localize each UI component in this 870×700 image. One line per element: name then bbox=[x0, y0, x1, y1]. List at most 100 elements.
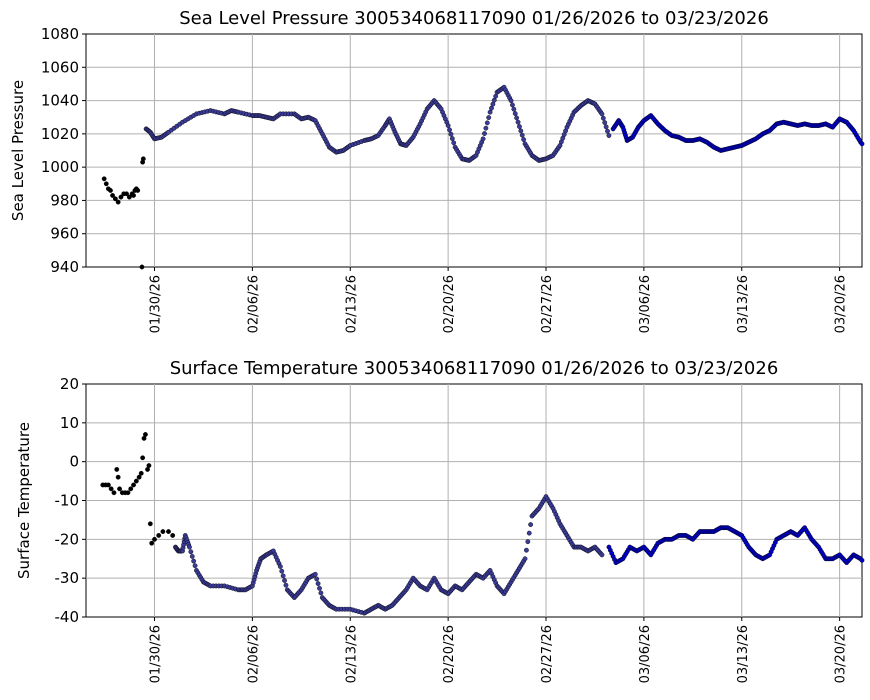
y-tick-label: 940 bbox=[50, 258, 79, 276]
y-tick-label: 980 bbox=[50, 191, 79, 209]
data-point bbox=[108, 486, 114, 492]
data-point bbox=[146, 463, 152, 468]
data-point bbox=[312, 571, 318, 577]
data-point bbox=[192, 563, 198, 569]
data-point bbox=[512, 111, 518, 116]
y-tick-label: 1020 bbox=[41, 125, 79, 143]
data-point bbox=[524, 547, 529, 553]
y-tick-label: -40 bbox=[55, 608, 80, 626]
y-tick-label: -30 bbox=[55, 569, 80, 587]
chart-title: Surface Temperature 300534068117090 01/2… bbox=[170, 358, 779, 379]
data-point bbox=[115, 199, 121, 205]
data-point bbox=[135, 188, 141, 193]
data-point bbox=[487, 109, 493, 115]
x-tick-label: 03/20/26 bbox=[834, 275, 849, 333]
y-tick-label: 1060 bbox=[41, 58, 79, 76]
data-point bbox=[600, 115, 606, 121]
x-tick-label: 02/06/26 bbox=[246, 625, 261, 683]
data-point bbox=[447, 127, 452, 133]
y-tick-label: 1040 bbox=[41, 92, 79, 110]
data-point bbox=[189, 554, 195, 559]
data-point bbox=[518, 128, 524, 134]
data-point bbox=[511, 106, 517, 112]
data-point bbox=[166, 529, 171, 534]
x-tick-label: 02/27/26 bbox=[540, 275, 555, 333]
x-tick-label: 03/13/26 bbox=[736, 625, 751, 683]
data-point bbox=[318, 590, 324, 596]
data-point bbox=[519, 132, 525, 138]
data-point bbox=[103, 181, 109, 187]
data-point bbox=[277, 564, 283, 569]
data-point bbox=[528, 522, 534, 527]
y-tick-label: 960 bbox=[50, 225, 79, 243]
x-tick-label: 02/06/26 bbox=[246, 275, 261, 333]
data-point bbox=[147, 521, 153, 527]
data-point bbox=[279, 568, 285, 574]
data-point bbox=[108, 188, 113, 193]
y-tick-label: -10 bbox=[55, 492, 80, 510]
data-point bbox=[117, 486, 122, 492]
data-point bbox=[859, 557, 865, 563]
sea-level-pressure-chart: 940 960 980 1000 1020 1040 1060 1080 01/30/26 02/… bbox=[9, 8, 865, 333]
data-point bbox=[451, 140, 457, 146]
data-point bbox=[283, 582, 289, 588]
data-point bbox=[170, 533, 176, 538]
y-axis-label: Sea Level Pressure bbox=[9, 80, 27, 221]
data-point bbox=[136, 474, 142, 480]
data-point bbox=[515, 119, 521, 125]
data-point bbox=[187, 544, 192, 550]
axis-ticks: -40 -30 -20 -10 0 10 20 01/30/26 02/06/26 02/13/2… bbox=[55, 375, 849, 683]
x-tick-label: 02/13/26 bbox=[344, 625, 359, 683]
x-tick-label: 01/30/26 bbox=[149, 275, 164, 333]
data-point bbox=[483, 125, 489, 131]
data-point bbox=[522, 556, 528, 562]
data-point bbox=[105, 482, 111, 488]
data-point bbox=[152, 536, 157, 542]
data-point bbox=[188, 549, 194, 555]
data-point bbox=[140, 156, 146, 162]
data-point bbox=[315, 581, 321, 587]
surface-temperature-chart: -40 -30 -20 -10 0 10 20 01/30/26 02/06/26 02/13/2… bbox=[15, 358, 865, 683]
data-point bbox=[482, 131, 487, 136]
data-point bbox=[490, 101, 496, 107]
data-point bbox=[139, 264, 145, 270]
axes-frame bbox=[85, 33, 863, 268]
data-point bbox=[859, 141, 865, 147]
data-point bbox=[133, 478, 139, 484]
data-point bbox=[125, 490, 131, 496]
data-point bbox=[449, 136, 455, 141]
data-point bbox=[114, 467, 120, 472]
data-point bbox=[317, 585, 322, 591]
y-tick-label: 1000 bbox=[41, 158, 79, 176]
data-point bbox=[514, 115, 520, 121]
data-point bbox=[160, 529, 166, 534]
data-point bbox=[486, 115, 492, 120]
x-tick-label: 02/13/26 bbox=[344, 275, 359, 333]
y-tick-label: 1080 bbox=[41, 25, 79, 43]
data-point bbox=[112, 196, 118, 202]
data-point bbox=[131, 482, 136, 488]
data-point bbox=[191, 558, 197, 564]
x-tick-label: 03/13/26 bbox=[736, 275, 751, 333]
data-point bbox=[140, 455, 146, 461]
y-tick-label: 0 bbox=[69, 453, 79, 471]
data-point bbox=[525, 539, 531, 545]
data-point bbox=[131, 193, 136, 198]
data-point bbox=[521, 137, 527, 142]
x-tick-label: 02/20/26 bbox=[442, 275, 457, 333]
data-point bbox=[111, 490, 117, 496]
data-point bbox=[314, 576, 320, 582]
data-point bbox=[126, 194, 132, 200]
x-tick-label: 02/27/26 bbox=[540, 625, 555, 683]
data-point bbox=[110, 193, 115, 198]
data-point bbox=[128, 486, 134, 492]
data-point bbox=[603, 124, 609, 130]
data-point bbox=[280, 573, 286, 579]
chart-title: Sea Level Pressure 300534068117090 01/26… bbox=[179, 8, 769, 29]
axis-ticks: 940 960 980 1000 1020 1040 1060 1080 01/30/26 02/… bbox=[41, 25, 849, 333]
data-point bbox=[526, 530, 532, 536]
data-point bbox=[480, 136, 486, 142]
x-tick-label: 01/30/26 bbox=[149, 625, 164, 683]
data-point bbox=[101, 176, 107, 182]
